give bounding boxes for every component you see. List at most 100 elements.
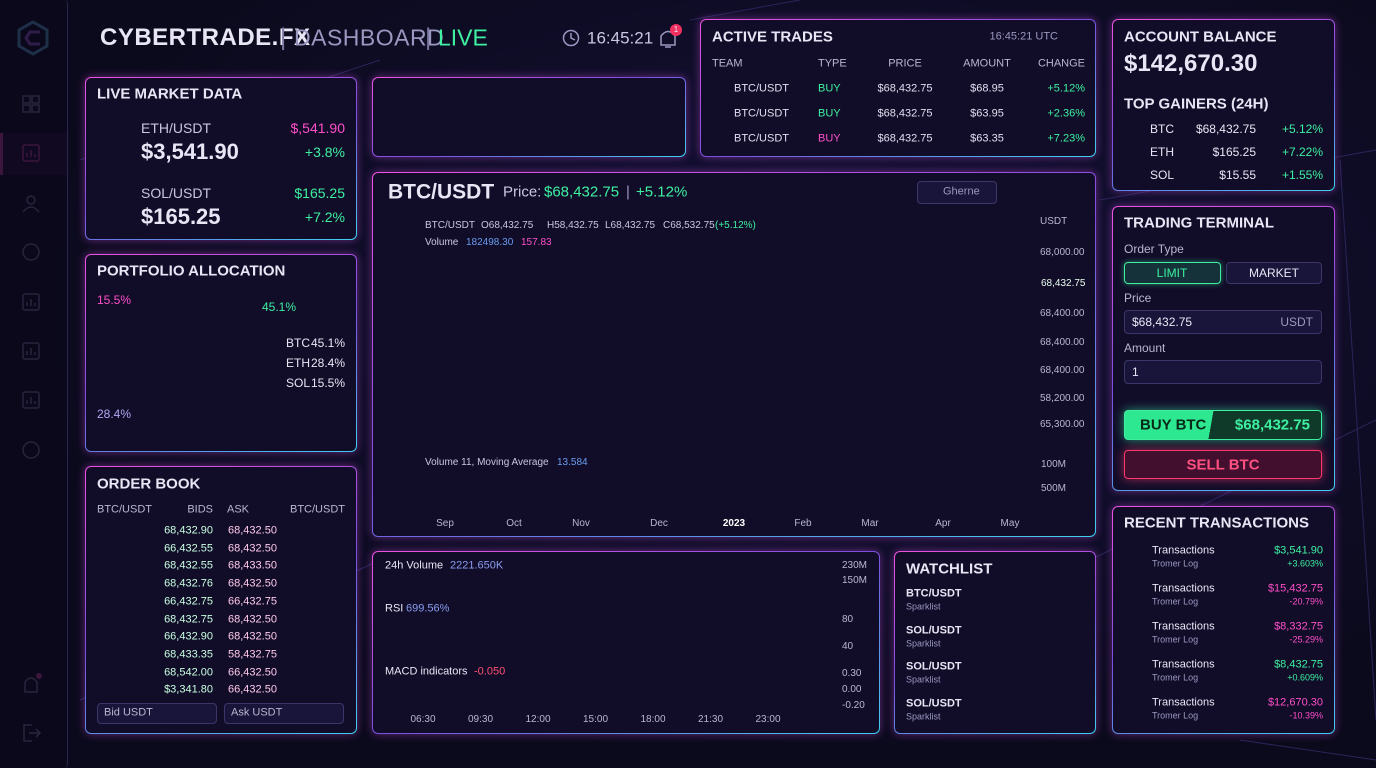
pair-price: $165.25 [141,204,221,229]
tx-change: -20.79% [1289,596,1323,607]
panel-title: WATCHLIST [906,560,993,578]
live-market-panel [85,77,357,240]
month-label: Nov [572,518,590,529]
trade-cell: +2.36% [1047,107,1085,120]
bg-line [1339,159,1376,721]
ask-price: 66,432.75 [228,595,277,608]
indicators-panel [372,551,880,734]
buy-button[interactable] [1124,410,1322,440]
panel-title: ACCOUNT BALANCE [1124,28,1277,46]
indicator-value: -0.050 [474,665,506,678]
tx-name: Transactions [1152,544,1215,557]
ask-price: 68,432.50 [228,577,277,590]
trade-cell: $68,432.75 [877,82,933,95]
slice-label: 15.5% [97,293,132,307]
indicator-label: RSI [385,602,404,615]
watch-pair: BTC/USDT [906,587,962,600]
watch-sub: Sparklist [906,674,941,685]
time-label: 12:00 [525,714,551,725]
order-book-panel [85,466,357,734]
price-tick: 68,400.00 [1040,308,1085,319]
watch-pair: SOL/USDT [906,624,962,636]
section-title: DASHBOARD [294,24,445,51]
sidebar [0,0,68,768]
field-label: Order Type [1124,242,1184,256]
order-type: MARKET [1248,266,1300,280]
recent-transactions-panel [1112,506,1335,734]
price-tick: 68,000.00 [1040,247,1085,258]
price-input[interactable] [1124,310,1322,334]
bid-price: 68,432.76 [164,577,213,590]
sell-button[interactable] [1124,450,1322,479]
live-status: LIVE [438,24,488,51]
account-panel [1112,19,1335,191]
ask-price: 68,433.50 [228,559,277,572]
tx-name: Transactions [1152,582,1215,595]
column-header: AMOUNT [963,57,1011,70]
select-box[interactable] [224,703,344,724]
gainer-price: $15.55 [1219,168,1256,182]
sell-label: SELL BTC [1186,456,1260,474]
tx-sub: Tromer Log [1152,672,1199,683]
chart-pair: BTC/USDT [388,180,495,204]
clock-time: 16:45:21 [587,28,654,48]
tx-value: $15,432.75 [1267,582,1323,595]
month-label: Mar [861,518,879,529]
select-label: Bid USDT [104,706,153,719]
ask-price: 58,432.75 [228,648,277,661]
separator: | [626,183,630,201]
legend-value: 28.4% [311,356,346,370]
price-tick: 68,400.00 [1040,365,1085,376]
axis-tick: 0.00 [842,684,862,695]
indicator-label: 24h Volume [385,559,444,572]
gainer-change: +1.55% [1281,168,1323,182]
portfolio-panel [85,254,357,452]
axis-tick: 150M [842,575,868,586]
gainer-name: SOL [1150,168,1175,182]
price-label: Price: [503,183,542,201]
month-label: Sep [436,518,454,529]
field-label: Price [1124,291,1152,305]
bid-price: 66,432.75 [164,595,213,608]
volume-label: Volume [425,237,459,248]
month-label: Feb [794,518,812,529]
month-label: Oct [506,518,522,529]
buy-price: $68,432.75 [1234,416,1310,434]
bid-price: $3,341.80 [164,683,213,696]
sparkline-panel [372,77,686,157]
select-box[interactable] [97,703,217,724]
gainer-price: $68,432.75 [1195,122,1256,136]
separator: | [425,24,432,51]
trade-cell: +5.12% [1047,82,1085,95]
price-value: $68,432.75 [1132,315,1193,329]
trade-cell: $63.35 [970,132,1004,145]
trade-cell: BTC/USDT [734,107,789,120]
trade-cell: +7.23% [1047,132,1085,145]
bid-price: 68,432.55 [164,559,213,572]
volume-ma: 13.584 [557,457,588,468]
legend-value: 15.5% [311,376,346,390]
month-label: May [1000,518,1020,529]
amount-input[interactable] [1124,360,1322,384]
gainer-price: $165.25 [1212,145,1256,159]
limit-button[interactable] [1124,262,1221,284]
market-button[interactable] [1226,262,1322,284]
tx-sub: Tromer Log [1152,596,1199,607]
column-header: BTC/USDT [97,503,152,516]
chart-price: $68,432.75 [544,183,620,201]
ohlc-value: L68,432.75 [605,220,656,231]
time-label: 09:30 [467,714,494,725]
alt-price: $,541.90 [290,120,346,136]
gainer-name: BTC [1150,122,1174,136]
panel-title: RECENT TRANSACTIONS [1124,514,1310,532]
gainer-name: ETH [1150,145,1174,159]
bg-line [1239,739,1376,761]
watch-sub: Sparklist [906,638,941,648]
axis-tick: 40 [842,641,854,652]
chart-type-dropdown[interactable] [917,181,997,204]
trade-cell: BUY [818,132,841,145]
trade-cell: BTC/USDT [734,132,789,145]
ohlc-value: (+5.12%) [715,220,756,231]
price-tick: 68,400.00 [1040,337,1085,348]
panel-title: LIVE MARKET DATA [97,85,243,103]
